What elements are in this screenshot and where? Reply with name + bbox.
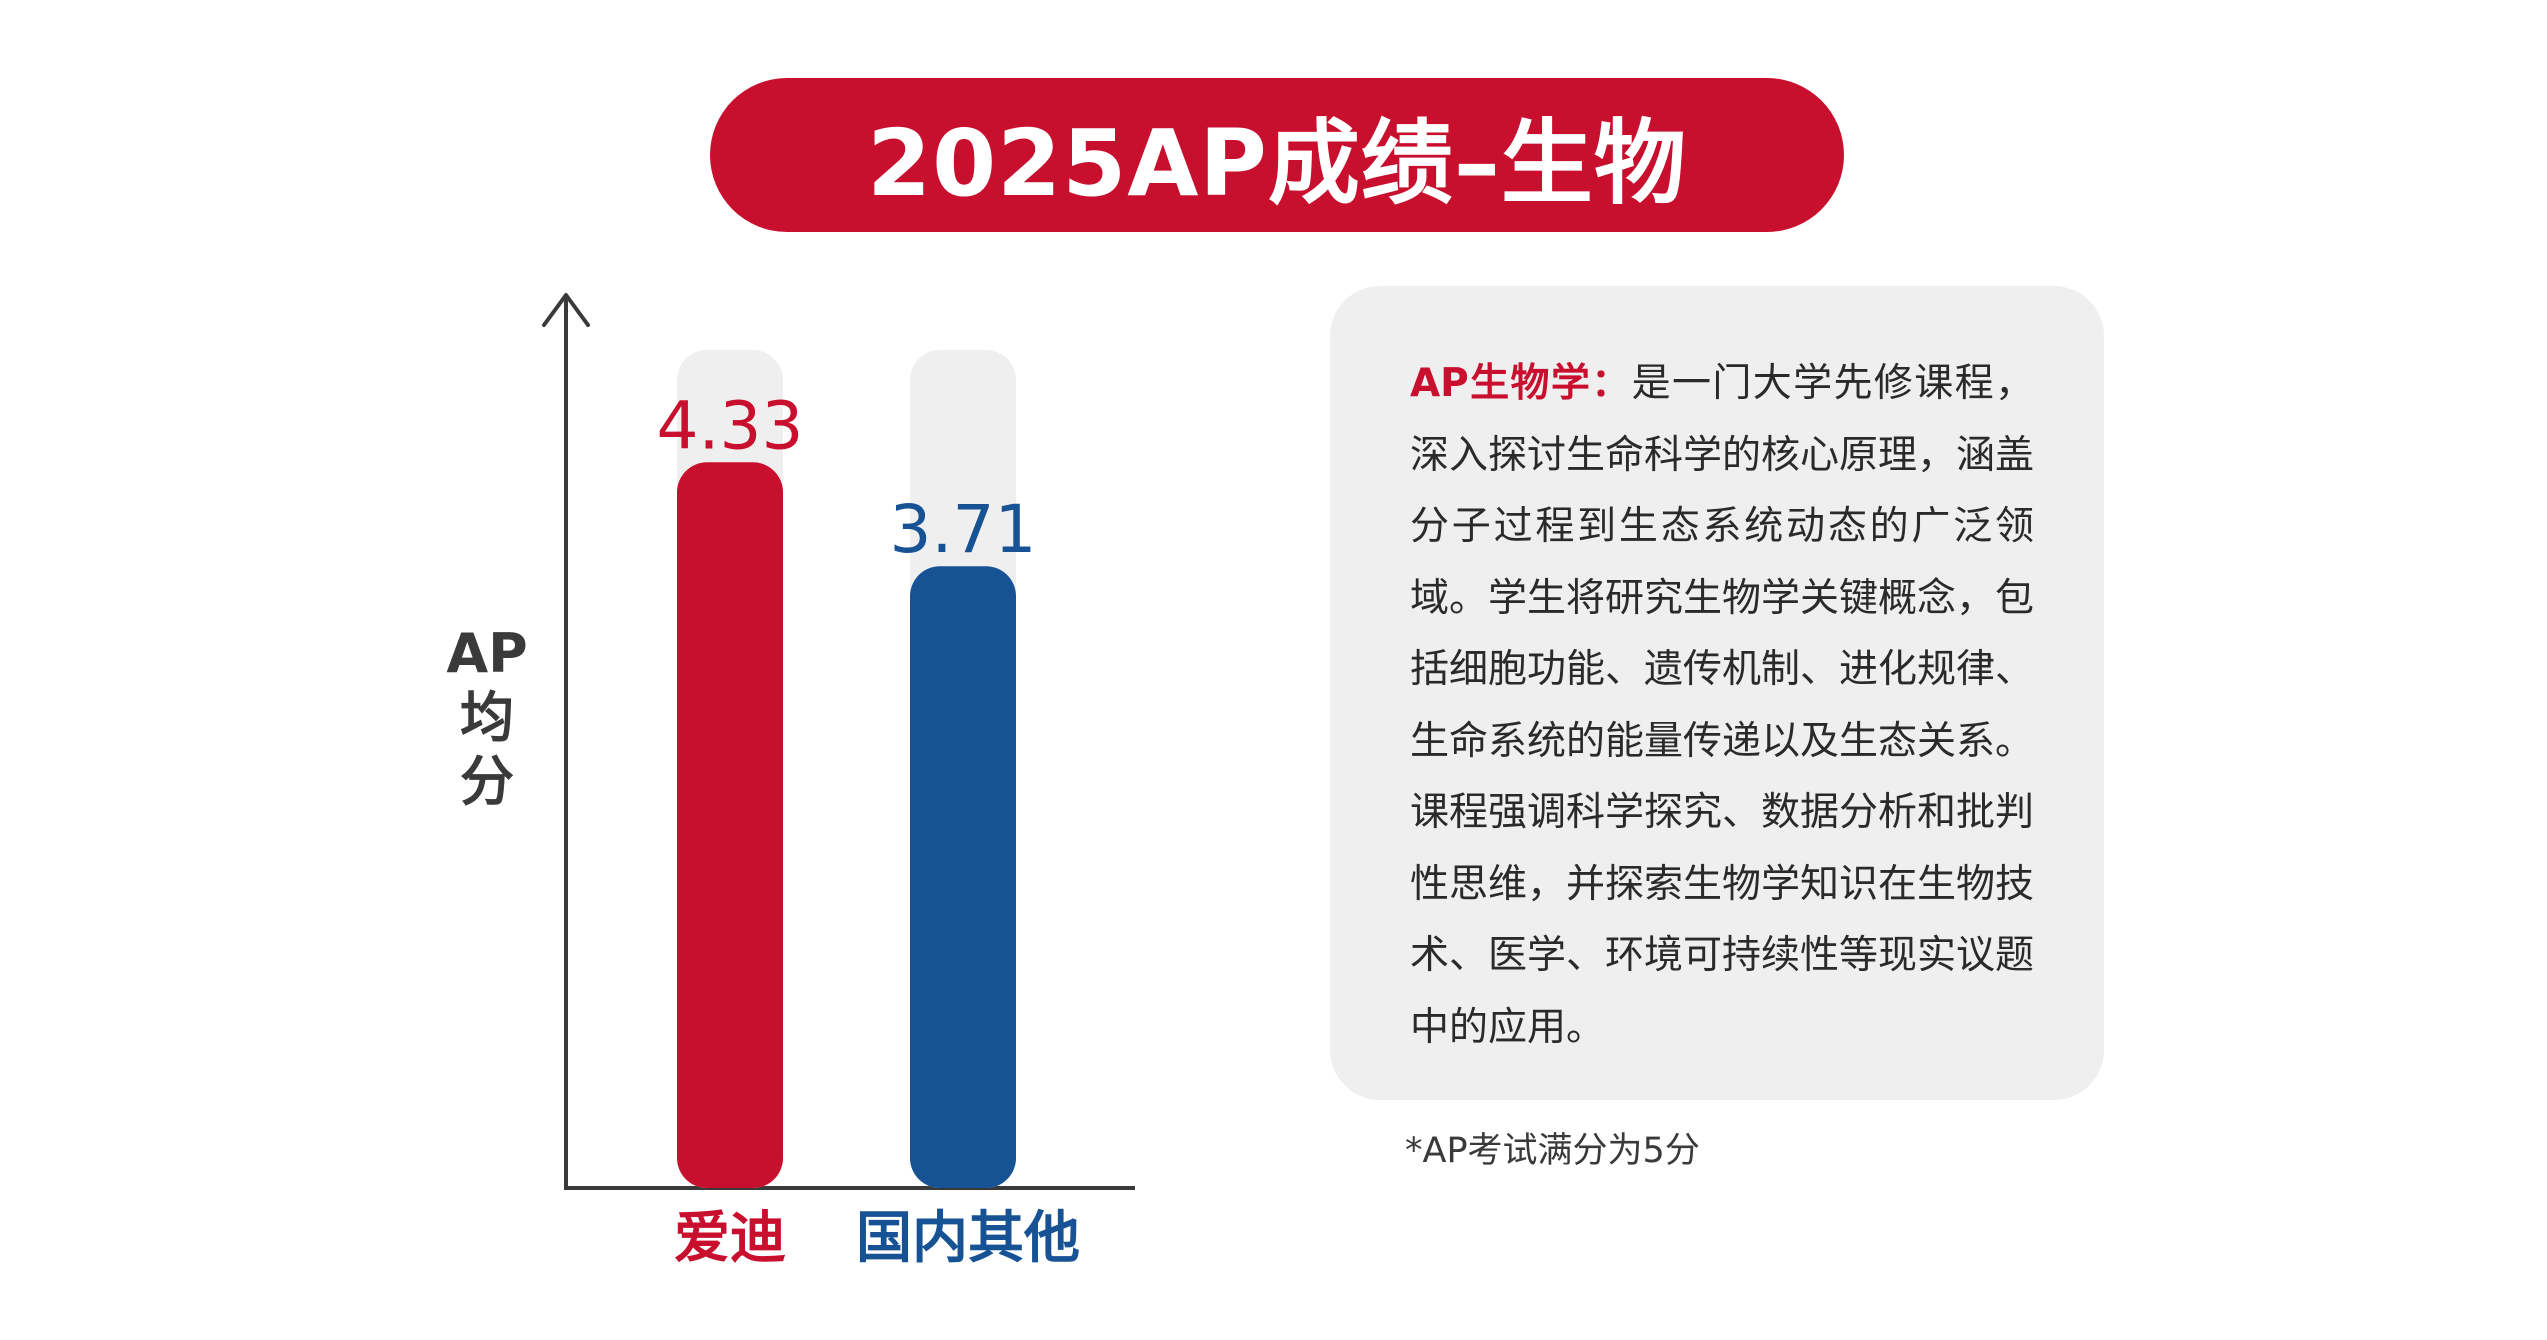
bar xyxy=(910,566,1016,1188)
category-label: 爱迪 xyxy=(674,1206,786,1271)
bar-value-label: 3.71 xyxy=(890,491,1037,568)
bar xyxy=(677,462,783,1188)
description-body: 是一门大学先修课程，深入探讨生命科学的核心原理，涵盖分子过程到生态系统动态的广泛… xyxy=(1410,361,2035,1050)
description-text: AP生物学：是一门大学先修课程，深入探讨生命科学的核心原理，涵盖分子过程到生态系… xyxy=(1410,348,2034,1063)
page-title: 2025AP成绩–生物 xyxy=(710,78,1844,232)
category-label: 国内其他 xyxy=(856,1206,1080,1271)
bar-value-label: 4.33 xyxy=(657,387,804,464)
y-axis-arrow xyxy=(542,293,590,327)
description-lead: AP生物学： xyxy=(1410,361,1632,406)
footnote: *AP考试满分为5分 xyxy=(1405,1131,1700,1171)
description-card: AP生物学：是一门大学先修课程，深入探讨生命科学的核心原理，涵盖分子过程到生态系… xyxy=(1330,286,2104,1100)
y-axis-label: AP 均分 xyxy=(446,622,527,813)
